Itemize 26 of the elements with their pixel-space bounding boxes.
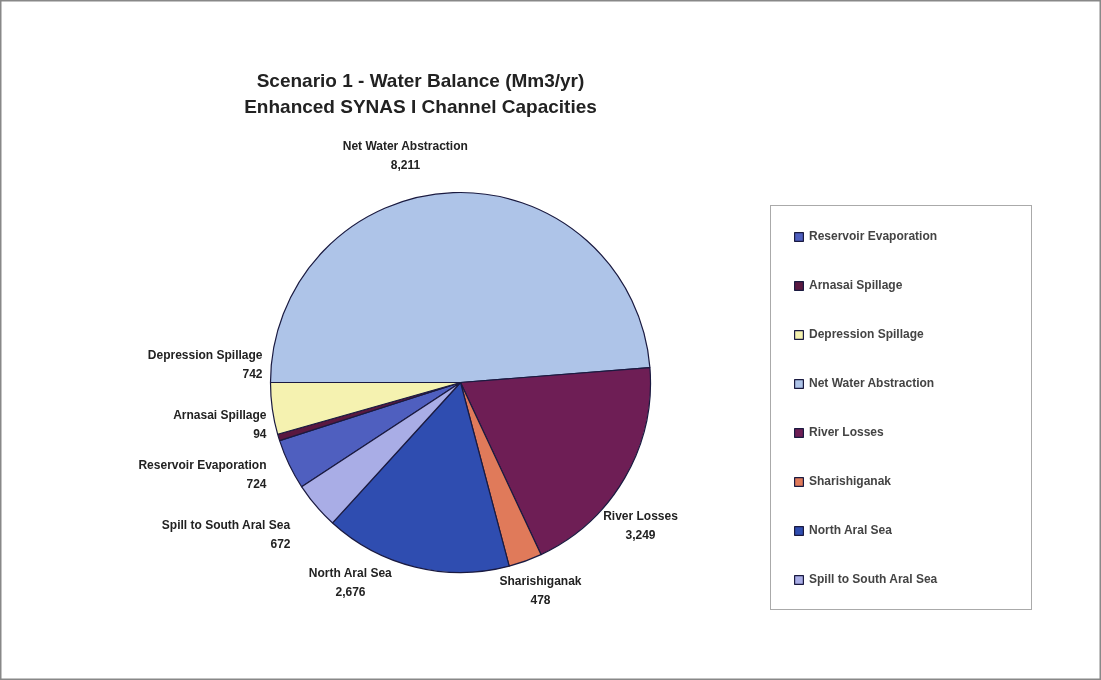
data-label: 672 <box>270 536 291 551</box>
legend-label: Sharishiganak <box>809 473 893 489</box>
slice-label: Spill to South Aral Sea <box>161 518 291 533</box>
slice-label: River Losses <box>603 509 679 524</box>
legend-label: Spill to South Aral Sea <box>809 571 939 587</box>
legend-label: North Aral Sea <box>809 522 893 538</box>
data-label: 3,249 <box>625 527 656 542</box>
legend-label: Arnasai Spillage <box>809 277 904 293</box>
slice-label: Sharishiganak <box>499 574 582 589</box>
data-label: 724 <box>246 476 267 491</box>
slice-label: Depression Spillage <box>147 348 263 363</box>
data-label: 2,676 <box>335 584 366 599</box>
slice-label: Reservoir Evaporation <box>138 458 267 473</box>
legend-label: River Losses <box>809 424 885 440</box>
legend-label: Net Water Abstraction <box>809 375 936 391</box>
data-label: 8,211 <box>390 157 421 172</box>
chart-subtitle: Enhanced SYNAS I Channel Capacities <box>244 96 597 117</box>
data-label: 94 <box>253 426 267 441</box>
slice-label: Arnasai Spillage <box>173 408 267 423</box>
legend-label: Depression Spillage <box>809 326 925 342</box>
slice-label: North Aral Sea <box>308 566 393 581</box>
chart-title: Scenario 1 - Water Balance (Mm3/yr) <box>256 70 585 91</box>
data-label: 478 <box>530 592 551 607</box>
legend-label: Reservoir Evaporation <box>809 228 939 244</box>
data-label: 742 <box>242 366 263 381</box>
slice-label: Net Water Abstraction <box>342 139 468 154</box>
